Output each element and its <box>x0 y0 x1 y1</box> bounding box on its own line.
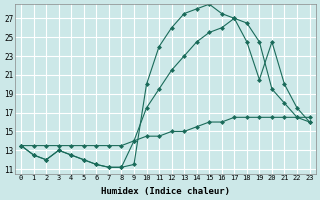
X-axis label: Humidex (Indice chaleur): Humidex (Indice chaleur) <box>101 187 230 196</box>
